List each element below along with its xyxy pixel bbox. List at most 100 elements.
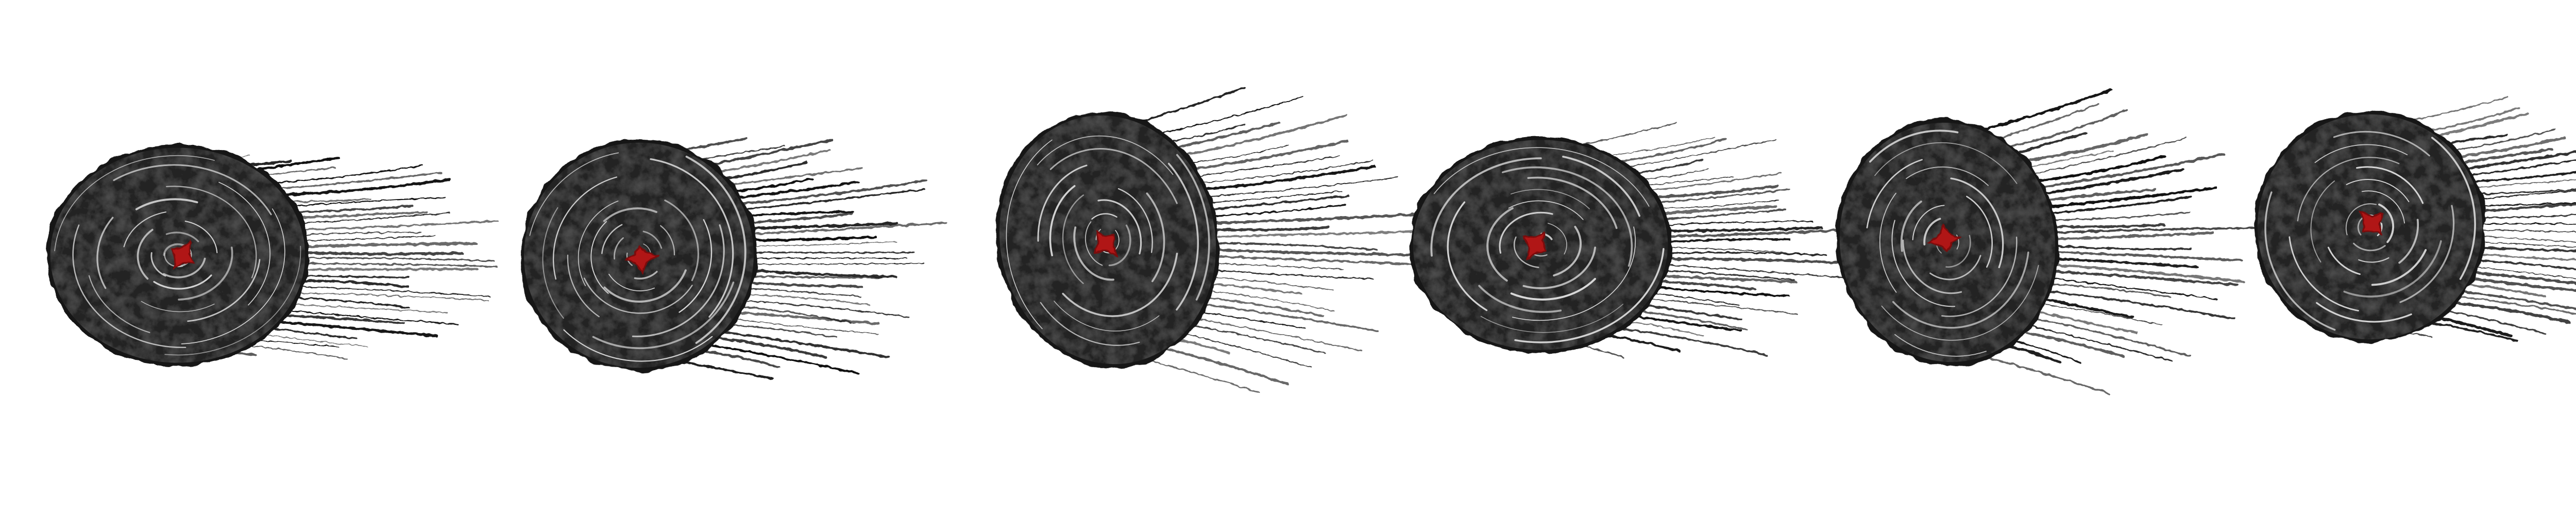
swirl-line: [2399, 205, 2455, 303]
swirl-line: [650, 158, 734, 318]
swirl-lines: [2264, 130, 2476, 331]
swirl-line: [72, 224, 187, 348]
swirl-line: [1054, 301, 1160, 332]
swirl-line: [2355, 166, 2424, 204]
swirl-line: [1534, 254, 1548, 257]
swirl-line: [1514, 248, 1665, 343]
swirl-line: [1062, 194, 1084, 284]
trail-streak: [2020, 315, 2191, 357]
trail-streak: [1207, 212, 1423, 225]
swirl-line: [583, 277, 693, 314]
swirl-line: [1866, 159, 1923, 228]
trail-streak: [2469, 258, 2576, 271]
trail-streak: [1194, 295, 1324, 317]
swirl-line: [2333, 130, 2430, 157]
swirl-line: [659, 225, 675, 256]
swirl-line: [1486, 207, 1514, 282]
swirl-line: [141, 301, 215, 312]
trail-streak: [269, 178, 451, 197]
swirl-line: [1906, 166, 1989, 186]
trail-streak: [2025, 137, 2188, 176]
trail-streak: [284, 204, 414, 213]
swirl-lines: [1866, 129, 2039, 357]
swirl-line: [1900, 200, 1922, 252]
trail-streak: [297, 235, 436, 242]
swirl-lines: [54, 155, 301, 356]
trail-streak: [1658, 257, 1867, 266]
swirl-line: [529, 152, 619, 236]
trail-streak: [2025, 308, 2138, 335]
frame-2: [520, 137, 947, 380]
swirl-line: [1049, 148, 1178, 204]
trail-streak: [256, 164, 423, 185]
swirl-line: [542, 207, 564, 319]
trail-streak: [287, 211, 429, 220]
swirl-line: [2310, 180, 2335, 263]
trail-streak: [744, 275, 883, 279]
swirl-line: [1108, 224, 1131, 267]
swirl-line: [603, 269, 687, 303]
trail-streak: [1638, 172, 1782, 193]
trail-streak: [2042, 186, 2217, 209]
trail-streak: [1180, 315, 1362, 352]
frame-3: [996, 86, 1429, 394]
trail-streak: [2451, 288, 2576, 310]
trail-streak: [1609, 139, 1777, 170]
trail-streak: [1190, 302, 1379, 332]
swirl-line: [1512, 226, 1636, 321]
trail-streak: [2473, 202, 2576, 207]
swirl-line: [1037, 164, 1088, 242]
trail-streak: [1165, 121, 1281, 152]
trail-streak: [2460, 276, 2576, 292]
trail-streak: [1208, 229, 1429, 238]
trail-streak: [716, 323, 838, 338]
swirl-line: [164, 245, 301, 356]
swirl-line: [1040, 302, 1140, 346]
trail-streak: [2037, 168, 2184, 196]
trail-streak: [1142, 96, 1304, 138]
swirl-line: [2264, 191, 2336, 331]
swirl-lines: [1430, 147, 1665, 343]
swirl-line: [2358, 257, 2389, 263]
swirl-line: [1879, 192, 1897, 293]
red-core-shape: [624, 245, 660, 274]
trail-streak: [296, 268, 479, 271]
trail-streak: [291, 212, 450, 225]
trail-streak: [2445, 294, 2576, 315]
swirl-line: [679, 219, 713, 313]
swirl-line: [153, 274, 212, 290]
swirl-line: [603, 207, 657, 222]
swirl-line: [642, 230, 663, 249]
trail-streak: [744, 221, 947, 236]
swirl-line: [1547, 223, 1567, 255]
swirl-line: [184, 220, 218, 254]
swirl-line: [2353, 242, 2386, 252]
trail-streak: [722, 317, 878, 335]
swirl-line: [1176, 154, 1210, 301]
swirl-line: [2343, 240, 2442, 298]
trail-streak: [2048, 244, 2192, 250]
swirl-line: [552, 176, 618, 280]
swirl-line: [178, 246, 233, 301]
trail-streak: [1208, 248, 1411, 256]
trail-streak: [2469, 188, 2576, 195]
red-core: [624, 245, 660, 274]
ink-ball: [2254, 111, 2486, 343]
trail-streak: [2476, 223, 2576, 225]
trail-streak: [742, 222, 898, 230]
trail-streak: [2476, 235, 2576, 242]
trail-streak: [1658, 220, 1814, 226]
swirl-line: [1478, 285, 1562, 313]
trail-streak: [2029, 155, 2167, 183]
trail-streak: [2476, 229, 2576, 233]
trail-streak: [2040, 188, 2156, 203]
red-core-shape: [1093, 230, 1118, 257]
trail-streak: [1653, 274, 1798, 284]
swirl-line: [181, 208, 285, 344]
swirl-line: [2316, 302, 2412, 323]
swirl-line: [1929, 255, 1981, 280]
swirl-line: [1891, 220, 1956, 307]
red-core-shape: [171, 239, 196, 270]
swirl-line: [1499, 211, 1553, 254]
